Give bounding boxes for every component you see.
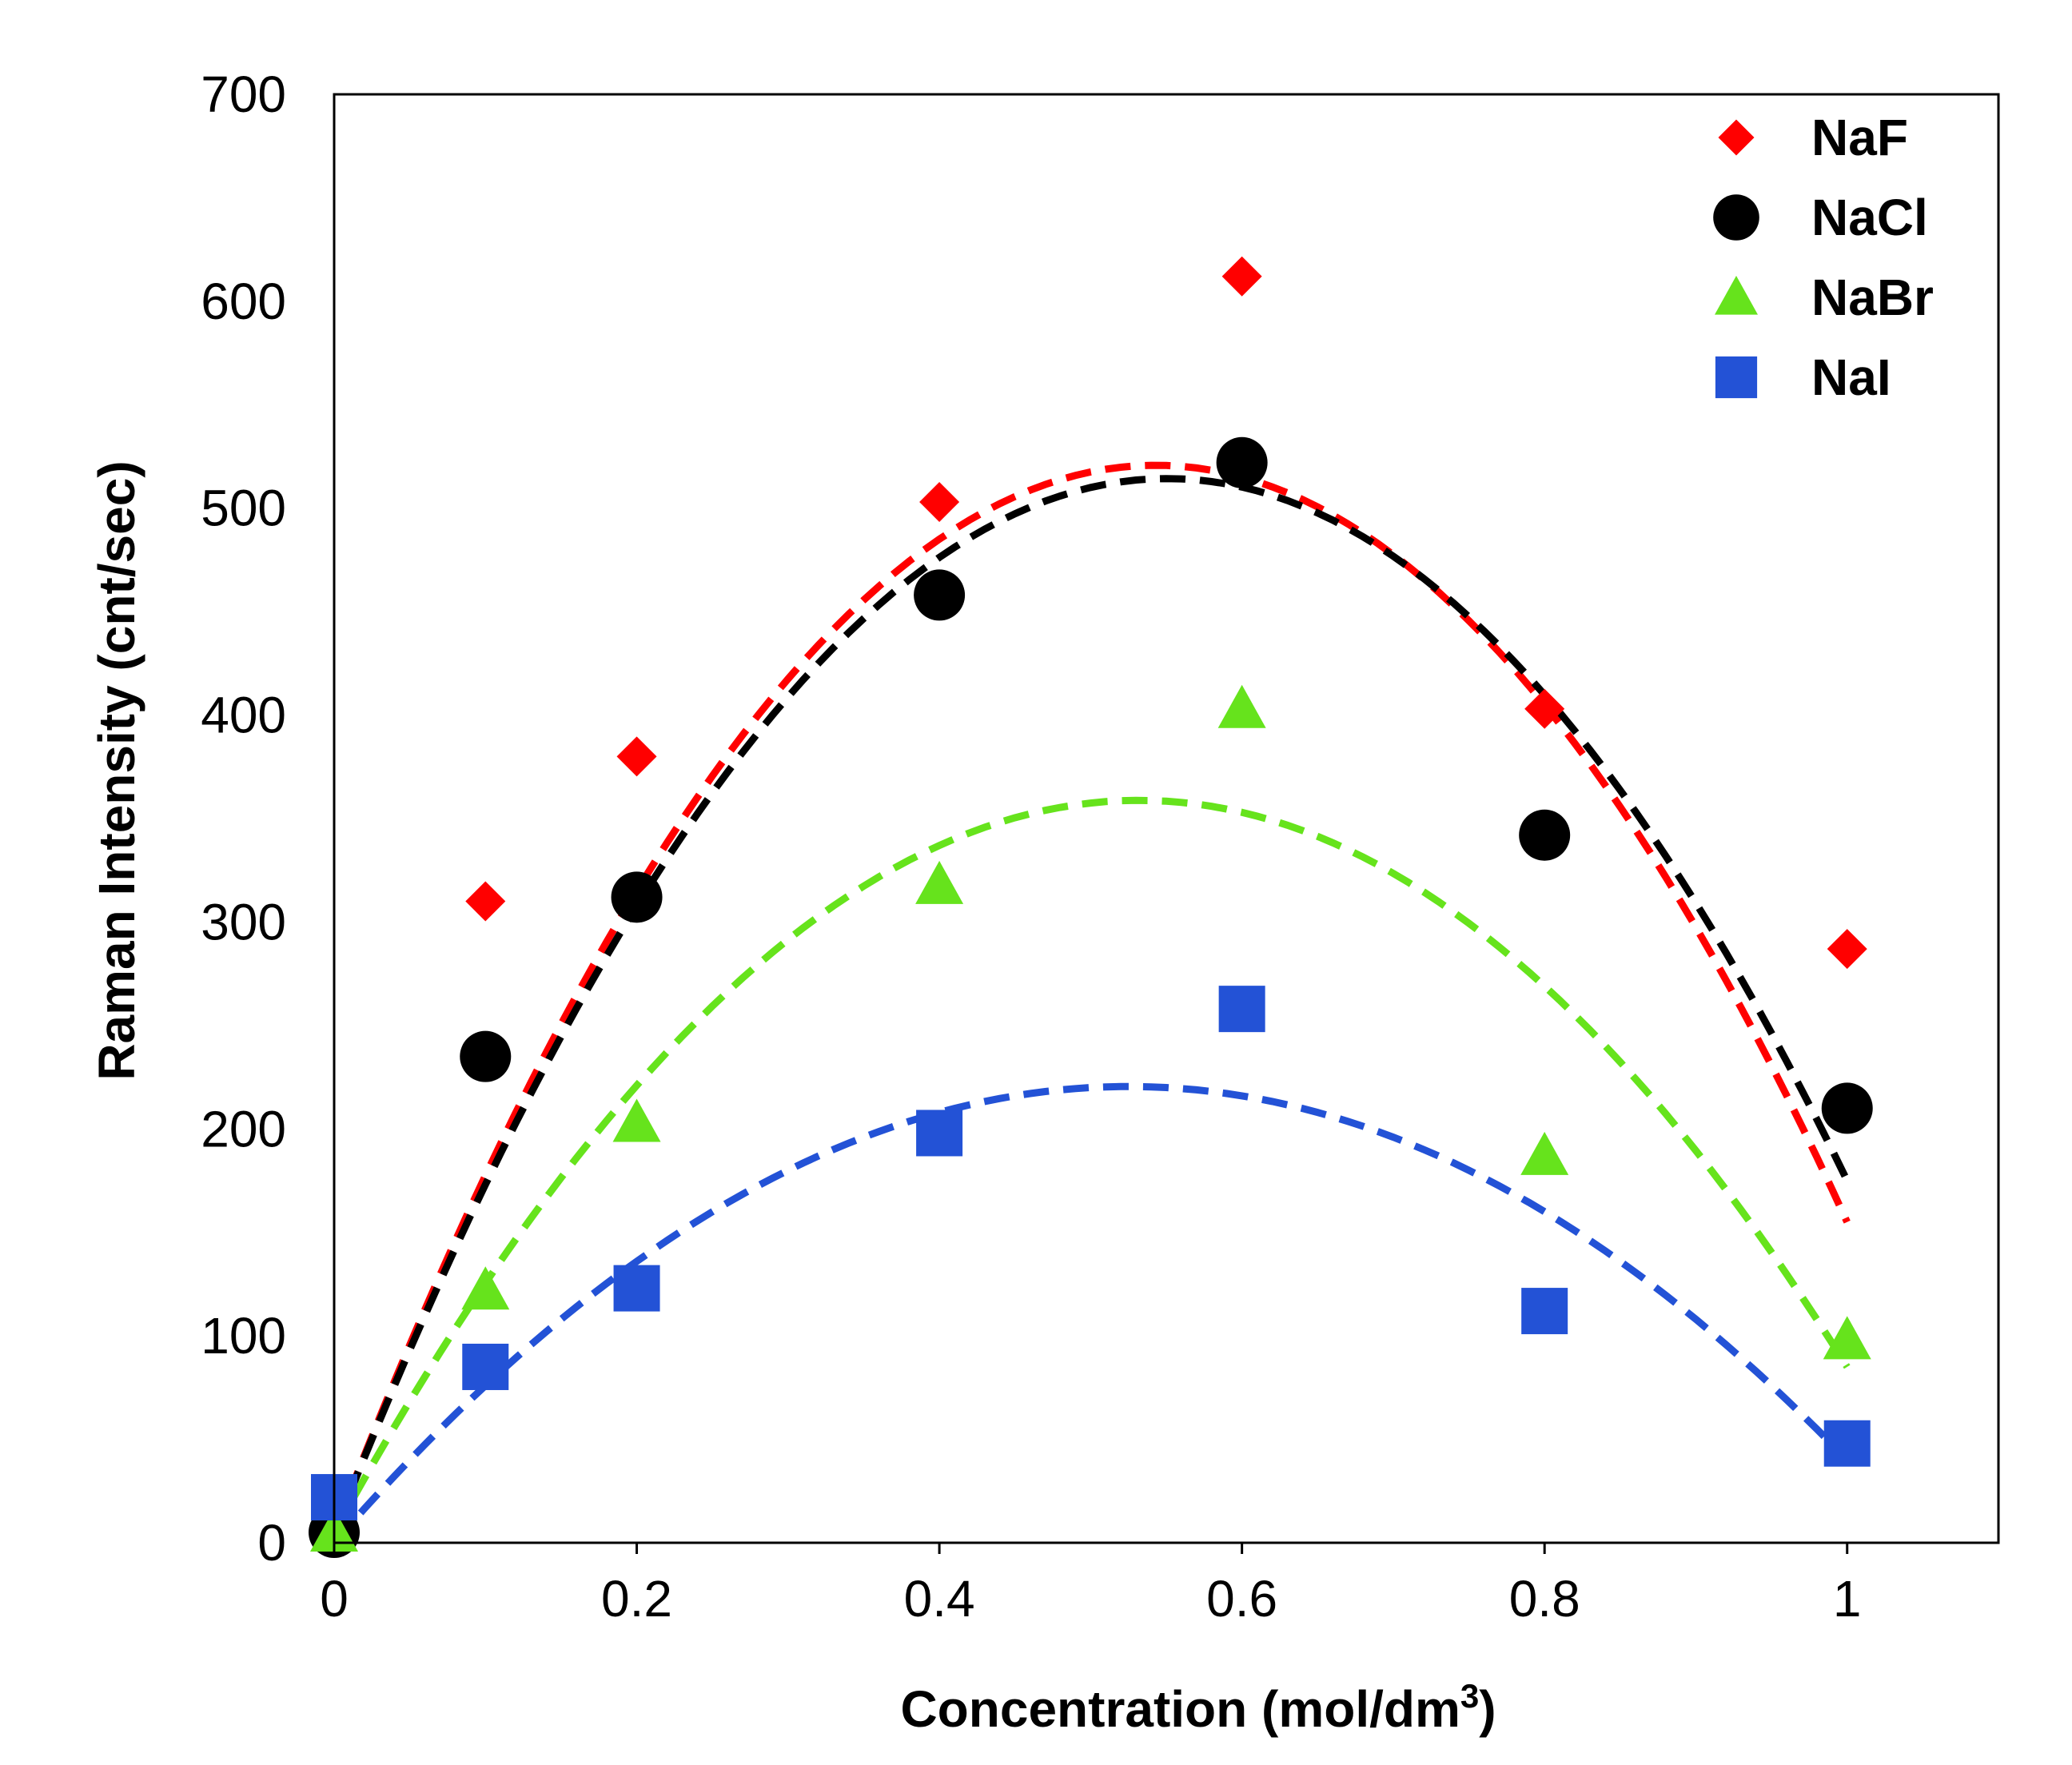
- data-point-naf: [465, 881, 506, 922]
- data-point-nai: [1823, 1420, 1871, 1467]
- data-point-nabr: [1217, 684, 1266, 728]
- data-point-nai: [1218, 986, 1265, 1033]
- data-point-nacl: [1821, 1082, 1873, 1134]
- data-point-nabr: [461, 1266, 510, 1310]
- data-point-naf: [1827, 929, 1867, 970]
- x-tick-label: 0.2: [601, 1570, 672, 1628]
- x-tick-label: 0: [320, 1570, 349, 1628]
- fit-curve-naf: [330, 461, 1851, 1534]
- legend: NaF NaCl NaBr NaI: [1713, 109, 1934, 406]
- y-tick-label: 400: [201, 687, 286, 744]
- plot-area-frame: [333, 93, 2000, 1544]
- legend-label-nacl: NaCl: [1811, 189, 1928, 246]
- x-tick-label: 1: [1833, 1570, 1862, 1628]
- data-point-nacl: [914, 569, 966, 621]
- data-point-nai: [613, 1265, 660, 1312]
- x-axis-title-text: Concentration (mol/dm: [900, 1680, 1460, 1738]
- data-markers: [309, 256, 1873, 1559]
- y-tick-label: 700: [201, 66, 286, 123]
- data-point-naf: [1524, 688, 1565, 729]
- data-point-nai: [462, 1343, 509, 1390]
- legend-label-nai: NaI: [1811, 349, 1891, 406]
- x-tick-label: 0.8: [1509, 1570, 1580, 1628]
- x-tick-label: 0.6: [1206, 1570, 1277, 1628]
- legend-marker-naf: [1718, 119, 1755, 156]
- data-point-nabr: [1520, 1131, 1569, 1175]
- y-tick-label: 0: [257, 1514, 286, 1572]
- fit-curve-nai: [331, 1082, 1850, 1545]
- data-point-nai: [916, 1110, 963, 1157]
- data-point-nacl: [460, 1030, 512, 1082]
- legend-label-naf: NaF: [1811, 109, 1908, 166]
- data-point-nabr: [612, 1098, 661, 1142]
- data-point-nacl: [1216, 436, 1268, 488]
- data-point-nai: [1521, 1288, 1568, 1335]
- data-point-nabr: [1823, 1316, 1871, 1360]
- y-tick-label: 200: [201, 1100, 286, 1157]
- x-tick-label: 0.4: [904, 1570, 975, 1628]
- y-axis-title: Raman Intensity (cnt/sec): [88, 460, 145, 1080]
- fit-curve-nabr: [331, 796, 1851, 1535]
- x-axis-title: Concentration (mol/dm3): [900, 1677, 1496, 1738]
- legend-marker-nabr: [1715, 276, 1758, 315]
- fit-curve-nacl: [330, 475, 1851, 1534]
- x-axis-title-superscript: 3: [1460, 1677, 1479, 1715]
- y-tick-label: 500: [201, 480, 286, 537]
- axis-ticks: 0 0.2 0.4 0.6 0.8 1 0 100 200 300 400 500 600 700: [201, 66, 1861, 1628]
- data-point-nabr: [915, 860, 964, 904]
- legend-marker-nai: [1715, 356, 1758, 399]
- legend-label-nabr: NaBr: [1811, 269, 1934, 326]
- data-point-nacl: [611, 871, 663, 923]
- fit-curves: [330, 461, 1851, 1545]
- y-tick-label: 100: [201, 1307, 286, 1365]
- data-point-naf: [919, 481, 960, 522]
- data-point-naf: [1221, 256, 1262, 297]
- data-point-naf: [616, 736, 657, 777]
- data-point-nacl: [1519, 809, 1571, 861]
- legend-marker-nacl: [1713, 194, 1759, 241]
- x-axis-title-end: ): [1479, 1680, 1496, 1738]
- y-tick-label: 600: [201, 273, 286, 330]
- y-tick-label: 300: [201, 893, 286, 950]
